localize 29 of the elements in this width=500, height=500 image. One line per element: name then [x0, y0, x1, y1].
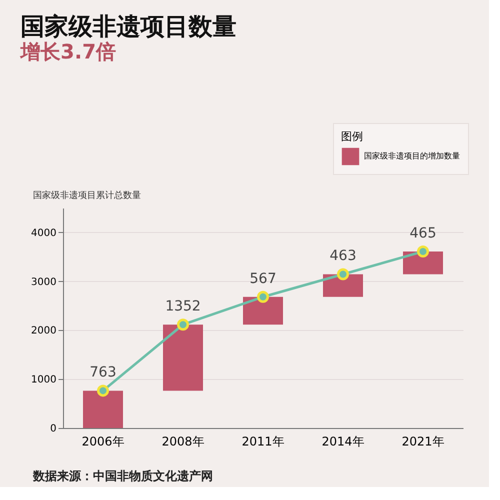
x-tick-label: 2021年: [402, 434, 444, 448]
y-axis-title: 国家级非遗项目累计总数量: [33, 190, 141, 201]
data-label: 1352: [165, 298, 201, 315]
y-tick-label: 4000: [31, 228, 56, 239]
point: [177, 318, 189, 331]
data-label: 463: [330, 248, 356, 264]
point: [97, 384, 109, 397]
bar: [163, 324, 203, 391]
y-tick-label: 2000: [31, 326, 56, 337]
bar: [83, 390, 123, 428]
y-tick-label: 3000: [31, 276, 56, 288]
data-label: 465: [410, 226, 436, 242]
legend-label: 国家级非遗项目的增加数量: [364, 152, 460, 160]
point: [337, 268, 349, 280]
chart-subtitle: 增长3.7倍: [20, 40, 116, 64]
point: [257, 290, 269, 303]
x-tick-label: 2006年: [82, 434, 124, 448]
chart-title: 国家级非遗项目数量: [20, 12, 237, 40]
x-tick-label: 2014年: [322, 434, 364, 448]
bar: [243, 296, 283, 325]
y-tick-label: 1000: [31, 374, 56, 386]
source-note: 数据来源：中国非物质文化遗产网: [32, 469, 213, 483]
legend-title: 图例: [341, 130, 363, 143]
x-tick-label: 2011年: [242, 434, 284, 448]
data-label: 763: [90, 364, 116, 381]
x-tick-label: 2008年: [162, 434, 204, 448]
y-tick-label: 0: [50, 424, 56, 434]
data-label: 567: [250, 270, 276, 287]
point: [417, 246, 429, 258]
